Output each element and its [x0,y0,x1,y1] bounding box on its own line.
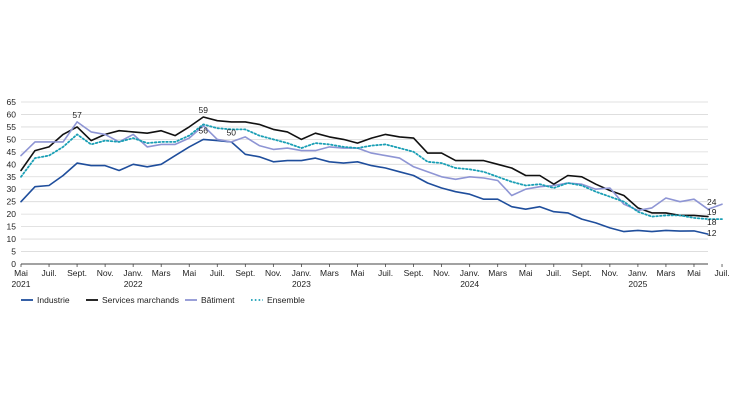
legend: Industrie Services marchands Bâtiment Ensem… [21,295,305,305]
x-tick-label: Janv. [628,268,648,278]
x-tick-label: Juil. [546,268,561,278]
x-tick-year-label: 2022 [124,279,143,289]
series-line-b-timent [20,121,723,212]
y-tick-label: 0 [11,259,16,269]
legend-label: Bâtiment [201,295,235,305]
y-tick-label: 20 [7,209,17,219]
x-tick-label: Sept. [235,268,255,278]
x-tick-year-label: 2021 [12,279,31,289]
x-tick-label: Mars [152,268,171,278]
x-tick-label: Juil. [41,268,56,278]
x-tick-label: Sept. [572,268,592,278]
y-gridlines [21,101,708,265]
x-tick-label: Nov. [97,268,114,278]
x-tick-label: Mai [519,268,533,278]
annotation-label: 57 [72,110,82,120]
y-axis: 0 5 10 15 20 25 30 35 40 45 50 55 60 65 [7,97,17,269]
x-tick-label: Sept. [404,268,424,278]
end-value-label: 19 [707,207,717,217]
x-tick-label: Mai [14,268,28,278]
x-tick-label: Janv. [123,268,143,278]
annotation-label: 50 [227,127,237,137]
x-tick-label: Janv. [460,268,480,278]
x-tick-year-label: 2024 [460,279,479,289]
x-tick-label: Juil. [378,268,393,278]
annotations: 57 59 56 50 [72,105,236,137]
end-value-label: 12 [707,228,717,238]
y-tick-label: 5 [11,247,16,257]
y-tick-label: 50 [7,134,17,144]
x-tick-label: Mars [656,268,675,278]
series-lines [20,116,723,235]
y-tick-label: 15 [7,222,17,232]
series-line-services-marchands [20,116,709,218]
x-tick-year-label: 2025 [628,279,647,289]
y-tick-label: 65 [7,97,17,107]
x-tick-label: Mai [351,268,365,278]
x-tick-label: Nov. [601,268,618,278]
annotation-label: 56 [199,125,209,135]
end-value-label: 18 [707,217,717,227]
x-tick-label: Nov. [265,268,282,278]
x-tick-year-label: 2023 [292,279,311,289]
x-tick-label: Sept. [67,268,87,278]
y-tick-label: 35 [7,172,17,182]
x-tick-label: Mars [320,268,339,278]
legend-label: Services marchands [102,295,179,305]
y-tick-label: 45 [7,147,17,157]
legend-label: Ensemble [267,295,305,305]
y-tick-label: 30 [7,184,17,194]
x-tick-label: Mars [488,268,507,278]
legend-label: Industrie [37,295,70,305]
x-tick-label: Juil. [210,268,225,278]
x-tick-label: Janv. [292,268,312,278]
annotation-label: 59 [199,105,209,115]
x-tick-label: Mai [182,268,196,278]
x-tick-label: Nov. [433,268,450,278]
series-line-industrie [20,138,709,235]
y-tick-label: 25 [7,197,17,207]
y-tick-label: 40 [7,159,17,169]
end-value-label: 24 [707,197,717,207]
series-line-ensemble [20,123,723,221]
x-tick-label: Mai [687,268,701,278]
x-tick-label: Juil. [714,268,729,278]
y-tick-label: 10 [7,234,17,244]
y-tick-label: 55 [7,122,17,132]
y-tick-label: 60 [7,109,17,119]
